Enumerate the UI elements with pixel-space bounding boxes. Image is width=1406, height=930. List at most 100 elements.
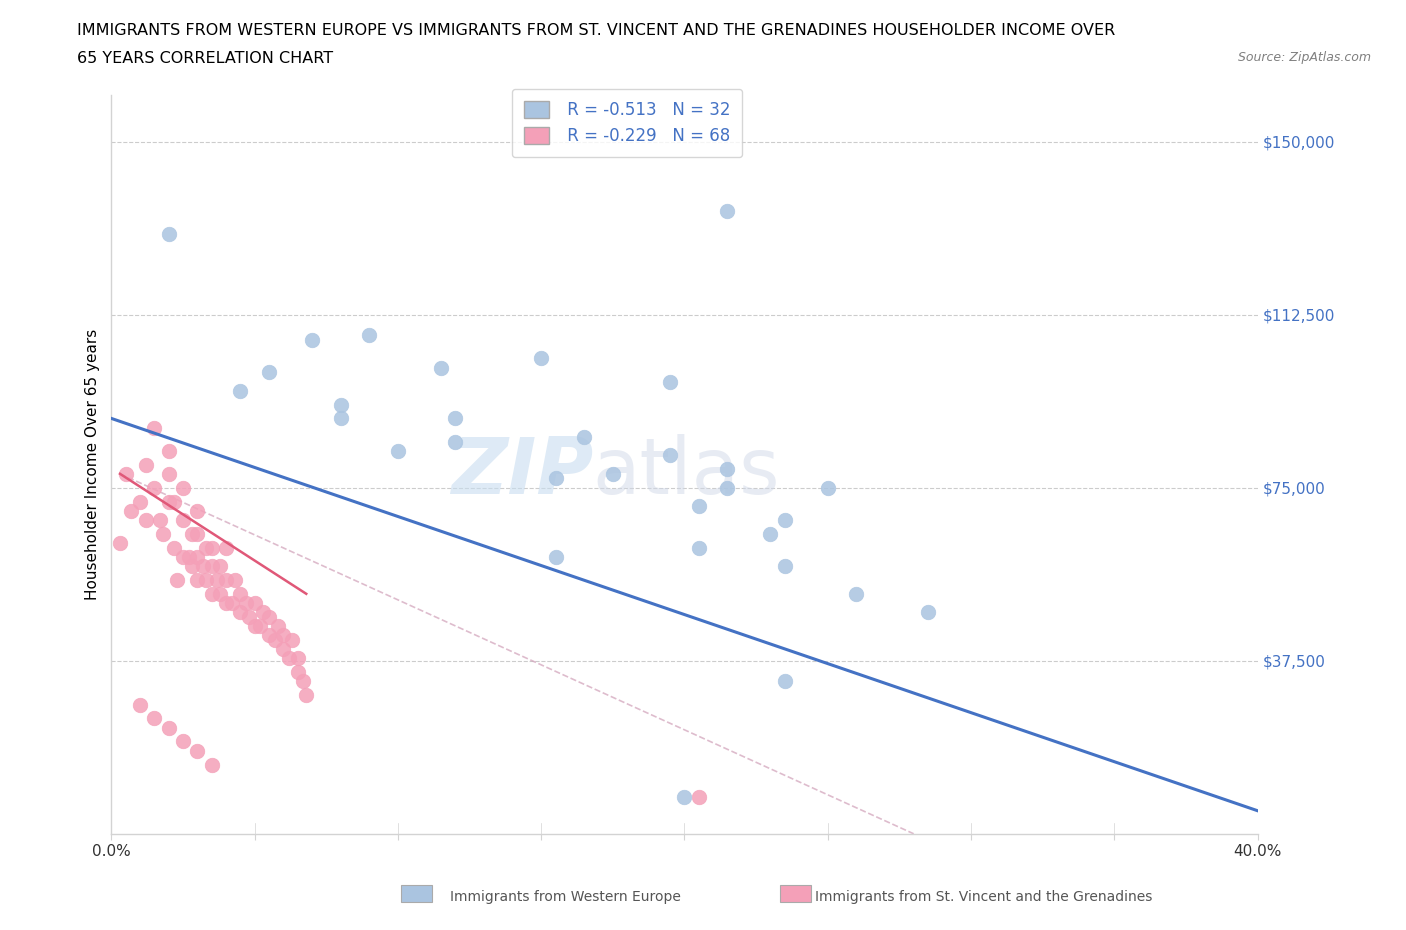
Point xyxy=(243,618,266,633)
Point xyxy=(186,526,208,541)
Point xyxy=(759,526,782,541)
Point xyxy=(917,604,939,619)
Text: atlas: atlas xyxy=(593,434,780,510)
Point xyxy=(544,550,567,565)
Text: 65 YEARS CORRELATION CHART: 65 YEARS CORRELATION CHART xyxy=(77,51,333,66)
Point xyxy=(114,466,136,481)
Point xyxy=(224,573,246,588)
Point xyxy=(287,651,309,666)
Point xyxy=(329,411,352,426)
Point xyxy=(201,540,224,555)
Point xyxy=(673,790,696,804)
Point xyxy=(544,471,567,485)
Point xyxy=(121,503,143,518)
Point xyxy=(201,559,224,574)
Point xyxy=(257,628,280,643)
Point xyxy=(273,642,295,657)
Point xyxy=(129,698,152,712)
Point xyxy=(688,498,710,513)
Text: ZIP: ZIP xyxy=(450,434,593,510)
Point xyxy=(444,434,467,449)
Point xyxy=(207,573,229,588)
Point xyxy=(257,365,280,379)
Text: Immigrants from St. Vincent and the Grenadines: Immigrants from St. Vincent and the Gren… xyxy=(815,890,1153,904)
Point xyxy=(329,397,352,412)
Point xyxy=(152,526,174,541)
Point xyxy=(201,757,224,772)
Point xyxy=(817,480,839,495)
Point xyxy=(688,540,710,555)
Point xyxy=(235,595,257,610)
Point xyxy=(172,512,194,527)
Point xyxy=(209,559,232,574)
Point xyxy=(238,609,260,624)
Point xyxy=(659,374,682,389)
Point xyxy=(301,333,323,348)
Point xyxy=(172,734,194,749)
Point xyxy=(143,711,166,725)
Point xyxy=(266,618,288,633)
Point xyxy=(716,480,738,495)
Point xyxy=(166,573,188,588)
Point xyxy=(149,512,172,527)
Point xyxy=(157,466,180,481)
Point xyxy=(201,587,224,602)
Point xyxy=(292,674,315,689)
Point xyxy=(252,604,274,619)
Point xyxy=(243,595,266,610)
Point xyxy=(773,559,796,574)
Text: IMMIGRANTS FROM WESTERN EUROPE VS IMMIGRANTS FROM ST. VINCENT AND THE GRENADINES: IMMIGRANTS FROM WESTERN EUROPE VS IMMIGR… xyxy=(77,23,1115,38)
Point xyxy=(209,587,232,602)
Point xyxy=(287,665,309,680)
Point xyxy=(194,573,217,588)
Point xyxy=(278,651,301,666)
Point xyxy=(716,462,738,477)
Point xyxy=(530,351,553,365)
Point xyxy=(249,618,271,633)
Point xyxy=(602,466,624,481)
Point xyxy=(157,226,180,241)
Y-axis label: Householder Income Over 65 years: Householder Income Over 65 years xyxy=(86,329,100,600)
Point xyxy=(143,480,166,495)
Point xyxy=(215,540,238,555)
Point xyxy=(281,632,304,647)
Point xyxy=(430,360,453,375)
Point xyxy=(387,444,409,458)
Point xyxy=(194,540,217,555)
Point xyxy=(157,494,180,509)
Point xyxy=(172,480,194,495)
Point xyxy=(180,526,202,541)
Point xyxy=(295,688,318,703)
Text: Immigrants from Western Europe: Immigrants from Western Europe xyxy=(450,890,681,904)
Point xyxy=(129,494,152,509)
Point xyxy=(186,743,208,758)
Point xyxy=(257,609,280,624)
Point xyxy=(186,503,208,518)
Point xyxy=(263,632,285,647)
Point xyxy=(177,550,200,565)
Point xyxy=(444,411,467,426)
Point xyxy=(229,383,252,398)
Point xyxy=(572,430,595,445)
Point xyxy=(143,420,166,435)
Point xyxy=(186,573,208,588)
Point xyxy=(191,559,214,574)
Point xyxy=(229,587,252,602)
Point xyxy=(135,512,157,527)
Point xyxy=(215,573,238,588)
Point xyxy=(773,674,796,689)
Point xyxy=(773,512,796,527)
Point xyxy=(157,444,180,458)
Point xyxy=(163,494,186,509)
Point xyxy=(845,587,868,602)
Point xyxy=(221,595,243,610)
Legend:  R = -0.513   N = 32,  R = -0.229   N = 68: R = -0.513 N = 32, R = -0.229 N = 68 xyxy=(512,89,742,157)
Point xyxy=(273,628,295,643)
Point xyxy=(186,550,208,565)
Point xyxy=(135,458,157,472)
Point xyxy=(108,536,131,551)
Point xyxy=(180,559,202,574)
Point xyxy=(659,448,682,463)
Point xyxy=(172,550,194,565)
Point xyxy=(157,720,180,735)
